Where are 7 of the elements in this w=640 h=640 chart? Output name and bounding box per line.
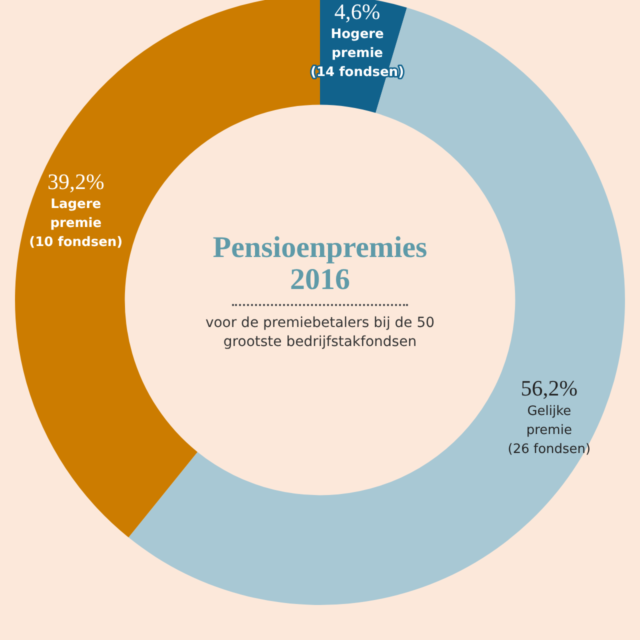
data-label: 56,2% — [520, 376, 578, 401]
slice-label: Lagere premie (10 fondsen) — [29, 197, 123, 250]
data-label: 4,6% — [334, 0, 380, 24]
text: Pensioenpremies 2016 — [212, 231, 428, 296]
data-label: 39,2% — [47, 169, 104, 194]
text: voor de premiebetalers bij de 50 grootste bedrijfstakfondsen — [204, 314, 436, 352]
slice-label: Gelijke premie (26 fondsen) — [508, 404, 591, 457]
